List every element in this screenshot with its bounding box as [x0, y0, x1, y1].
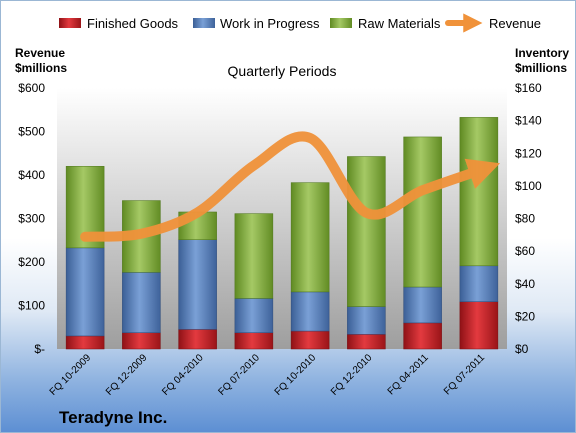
bar-finished-goods-2 — [122, 332, 161, 350]
bar-raw-materials-4 — [234, 213, 274, 299]
bar-finished-goods-3 — [178, 329, 217, 350]
x-tick-label-2: FQ 12-2009 — [104, 352, 150, 398]
right-tick-label-2: $20 — [515, 309, 535, 323]
x-tick-label-7: FQ 04-2011 — [386, 352, 431, 397]
bar-group — [65, 117, 499, 350]
bar-work-in-progress-8 — [459, 265, 499, 302]
x-tick-label-8: FQ 07-2011 — [442, 352, 487, 397]
bar-raw-materials-6 — [347, 156, 386, 307]
x-tick-label-3: FQ 04-2010 — [160, 352, 206, 398]
left-tick-label-6: $500 — [18, 125, 45, 139]
left-tick-label-7: $600 — [18, 81, 45, 95]
left-axis-ticks: $- $100 $200 $300 $400 $500 $600 — [18, 81, 45, 356]
bar-work-in-progress-3 — [178, 239, 217, 330]
revenue-line-group — [80, 131, 501, 242]
bar-finished-goods-5 — [290, 330, 330, 350]
right-tick-label-7: $120 — [515, 146, 542, 160]
legend-label-raw-materials: Raw Materials — [358, 16, 441, 31]
legend-swatch-work-in-progress — [193, 18, 215, 28]
right-tick-label-4: $60 — [515, 244, 535, 258]
legend-label-revenue: Revenue — [489, 16, 541, 31]
right-tick-label-5: $80 — [515, 212, 535, 226]
bar-raw-materials-5 — [290, 182, 330, 293]
bar-work-in-progress-2 — [122, 272, 161, 333]
legend-swatch-raw-materials — [330, 18, 352, 28]
chart-title: Quarterly Periods — [228, 63, 337, 79]
x-tick-label-5: FQ 10-2010 — [273, 352, 319, 398]
left-tick-label-2: $100 — [18, 299, 45, 313]
right-tick-label-3: $40 — [515, 277, 535, 291]
bar-finished-goods-1 — [65, 335, 105, 350]
bar-raw-materials-7 — [403, 136, 442, 288]
left-axis-title-line-2: $millions — [15, 61, 67, 75]
bar-work-in-progress-7 — [403, 286, 442, 324]
x-axis-ticks: FQ 10-2009 FQ 12-2009 FQ 04-2010 FQ 07-2010… — [48, 352, 488, 398]
right-tick-label-9: $160 — [515, 81, 542, 95]
bar-work-in-progress-5 — [290, 291, 330, 332]
right-tick-label-8: $140 — [515, 114, 542, 128]
x-tick-label-4: FQ 07-2010 — [216, 352, 262, 398]
bar-work-in-progress-6 — [347, 306, 386, 335]
left-tick-label-4: $300 — [18, 212, 45, 226]
bar-finished-goods-6 — [347, 334, 386, 350]
bar-finished-goods-7 — [403, 322, 442, 350]
bar-work-in-progress-4 — [234, 298, 274, 333]
legend-label-finished-goods: Finished Goods — [87, 16, 179, 31]
x-tick-label-1: FQ 10-2009 — [48, 352, 94, 398]
left-tick-label-1: $- — [34, 342, 45, 356]
right-tick-label-6: $100 — [515, 179, 542, 193]
x-tick-label-6: FQ 12-2010 — [329, 352, 375, 398]
left-tick-label-5: $400 — [18, 168, 45, 182]
left-axis-title-line-1: Revenue — [15, 46, 65, 60]
legend-label-work-in-progress: Work in Progress — [220, 16, 320, 31]
bar-finished-goods-8 — [459, 301, 499, 350]
right-axis-ticks: $0 $20 $40 $60 $80 $100 $120 $140 $160 — [515, 81, 542, 356]
right-axis-title-line-1: Inventory — [515, 46, 569, 60]
legend-swatch-finished-goods — [59, 18, 81, 28]
bar-work-in-progress-1 — [65, 247, 105, 337]
company-name: Teradyne Inc. — [59, 408, 167, 427]
bar-raw-materials-8 — [459, 117, 499, 267]
right-tick-label-1: $0 — [515, 342, 529, 356]
left-tick-label-3: $200 — [18, 255, 45, 269]
right-axis-title-line-2: $millions — [515, 61, 567, 75]
legend: Finished Goods Work in Progress Raw Mate… — [59, 13, 541, 33]
bar-finished-goods-4 — [234, 332, 274, 350]
revenue-line — [80, 131, 501, 242]
